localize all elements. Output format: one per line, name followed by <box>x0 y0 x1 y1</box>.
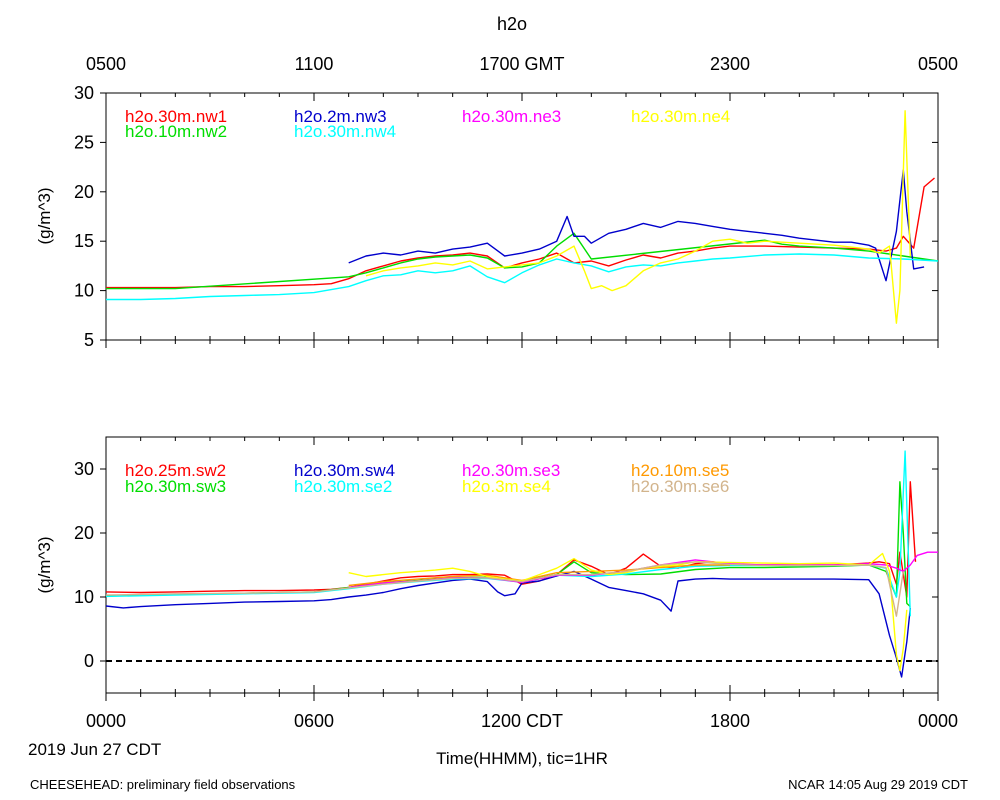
legend-entry: h2o.30m.ne3 <box>462 107 561 126</box>
lower-y-axis-label: (g/m^3) <box>35 536 54 593</box>
upper-ytick-labels: 5 10 15 20 25 30 <box>74 83 94 350</box>
series-line-h2o-3m-se4 <box>348 552 908 672</box>
bottom-axis-label: 0600 <box>294 711 334 731</box>
y-tick-label: 30 <box>74 83 94 103</box>
top-axis-label: 0500 <box>86 54 126 74</box>
series-line-h2o-30m-ne4 <box>365 110 911 324</box>
legend-entry: h2o.10m.se5 <box>631 461 729 480</box>
series-line-h2o-30m-sw3 <box>105 481 911 608</box>
top-axis-label: 0500 <box>918 54 958 74</box>
lower-ytick-labels: 0 10 20 30 <box>74 459 94 671</box>
upper-panel: (g/m^3) 5 10 15 20 25 30 h2o.30m.nw1 h2o.10m.… <box>35 83 939 350</box>
y-tick-label: 25 <box>74 132 94 152</box>
legend-entry: h2o.3m.se4 <box>462 477 551 496</box>
lower-panel: (g/m^3) 0 10 20 30 h2o.25m.sw2 h2o.30m.sw3 … <box>35 436 939 701</box>
top-axis-label: 1100 <box>295 54 334 74</box>
series-line-h2o-30m-nw4 <box>106 253 939 301</box>
legend-entry: h2o.30m.se3 <box>462 461 560 480</box>
series-line-h2o-10m-nw2 <box>106 232 939 290</box>
bottom-axis-label: 0000 <box>86 711 126 731</box>
y-tick-label: 5 <box>84 330 94 350</box>
date-label: 2019 Jun 27 CDT <box>28 740 161 759</box>
bottom-axis-label: 1800 <box>710 711 750 731</box>
footer-right: NCAR 14:05 Aug 29 2019 CDT <box>788 777 968 792</box>
legend-entry: h2o.25m.sw2 <box>125 461 226 480</box>
legend-entry: h2o.30m.se2 <box>294 477 392 496</box>
top-axis-label: 2300 <box>710 54 750 74</box>
y-tick-label: 10 <box>74 587 94 607</box>
legend-entry: h2o.10m.nw2 <box>125 122 227 141</box>
y-tick-label: 15 <box>74 231 94 251</box>
footer-left: CHEESEHEAD: preliminary field observatio… <box>30 777 296 792</box>
y-tick-label: 0 <box>84 651 94 671</box>
figure-title: h2o <box>497 14 527 34</box>
legend-entry: h2o.2m.nw3 <box>294 107 387 126</box>
series-line-h2o-30m-nw1 <box>106 177 935 289</box>
upper-y-axis-label: (g/m^3) <box>35 187 54 244</box>
bottom-axis-label: 1200 CDT <box>481 711 563 731</box>
bottom-axis-label: 0000 <box>918 711 958 731</box>
series-line-h2o-30m-sw4 <box>105 570 911 678</box>
top-axis-labels: 0500 1100 1700 GMT 2300 0500 <box>86 54 958 74</box>
series-line-h2o-2m-nw3 <box>348 169 925 282</box>
top-axis-label: 1700 GMT <box>479 54 564 74</box>
y-tick-label: 20 <box>74 182 94 202</box>
bottom-axis-labels: 0000 0600 1200 CDT 1800 0000 <box>86 711 958 731</box>
legend-entry: h2o.30m.sw4 <box>294 461 395 480</box>
y-tick-label: 10 <box>74 281 94 301</box>
y-tick-label: 30 <box>74 459 94 479</box>
upper-series-lines <box>106 110 939 324</box>
legend-entry: h2o.30m.se6 <box>631 477 729 496</box>
lower-series-lines <box>105 450 938 678</box>
legend-entry: h2o.30m.nw4 <box>294 122 396 141</box>
lower-ticks <box>100 437 939 701</box>
y-tick-label: 20 <box>74 523 94 543</box>
upper-legend: h2o.30m.nw1 h2o.10m.nw2 h2o.2m.nw3 h2o.3… <box>125 107 730 141</box>
legend-entry: h2o.30m.ne4 <box>631 107 730 126</box>
x-axis-label: Time(HHMM), tic=1HR <box>436 749 608 768</box>
lower-legend: h2o.25m.sw2 h2o.30m.sw3 h2o.30m.sw4 h2o.… <box>125 461 729 496</box>
upper-plot-frame <box>105 92 939 341</box>
series-line-h2o-30m-se6 <box>105 561 904 617</box>
series-line-h2o-10m-se5 <box>348 564 730 587</box>
legend-entry: h2o.30m.nw1 <box>125 107 227 126</box>
legend-entry: h2o.30m.sw3 <box>125 477 226 496</box>
upper-ticks <box>100 92 939 348</box>
